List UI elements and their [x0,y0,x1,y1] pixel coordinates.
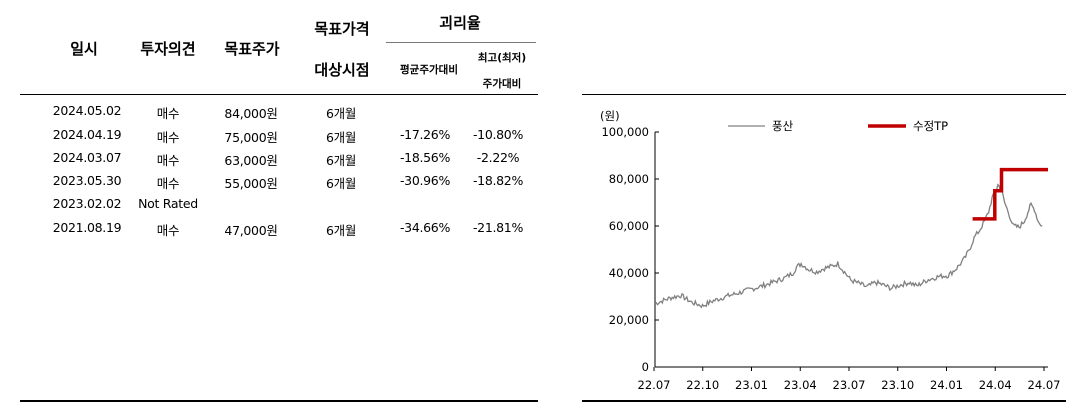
y-tick-label: 100,000 [601,125,649,139]
y-ticks: 0 20,000 40,000 60,000 80,000 100,000 [601,125,659,374]
row-1-opinion: 매수 [156,130,180,145]
row-4-opinion: Not Rated [138,196,198,211]
row-0-opinion: 매수 [156,106,180,121]
row-5-avg: -34.66% [399,220,451,235]
header-bottom-rule [20,94,538,95]
row-2-avg: -18.56% [399,150,451,165]
y-tick-label: 40,000 [609,266,649,280]
row-5-max: -21.81% [472,220,524,235]
row-3-target: 55,000원 [224,176,278,191]
header-date: 일시 [70,40,98,58]
row-3-opinion: 매수 [156,176,180,191]
x-tick-label: 22.10 [686,378,719,392]
header-period-top: 목표가격 [314,20,370,38]
series-target-price-line [972,167,1048,221]
row-5-date: 2021.08.19 [52,220,122,235]
legend-label-price: 풍산 [772,119,794,133]
header-opinion: 투자의견 [140,40,196,58]
header-target-price: 목표주가 [224,40,280,58]
row-2-max: -2.22% [476,150,520,165]
row-2-opinion: 매수 [156,153,180,168]
x-tick-label: 24.04 [979,378,1012,392]
x-tick-label: 23.07 [833,378,866,392]
series-price-line [654,183,1043,309]
row-5-opinion: 매수 [156,223,180,238]
header-gap-max-bottom: 주가대비 [482,78,522,90]
row-1-date: 2024.04.19 [52,127,122,142]
y-tick-label: 20,000 [609,313,649,327]
x-tick-label: 23.04 [784,378,817,392]
header-gap-max-top: 최고(최저) [477,52,527,64]
row-1-avg: -17.26% [399,127,451,142]
row-3-date: 2023.05.30 [52,173,122,188]
x-ticks: 22.07 22.10 23.01 23.04 23.07 23.10 24.01 24.04… [638,367,1061,392]
row-1-max: -10.80% [472,127,524,142]
header-period-bottom: 대상시점 [314,61,370,79]
row-4-date: 2023.02.02 [52,196,122,211]
row-2-period: 6개월 [325,153,357,168]
x-tick-label: 23.01 [735,378,768,392]
stock-price-chart: (원) 0 20,000 40,000 60,000 80,000 100,000 22.… [582,94,1066,402]
row-2-target: 63,000원 [224,153,278,168]
header-gap-avg: 평균주가대비 [400,64,458,76]
x-tick-label: 23.10 [881,378,914,392]
x-tick-label: 22.07 [638,378,671,392]
table-bottom-rule [20,400,538,402]
y-tick-label: 80,000 [609,172,649,186]
y-unit-label: (원) [600,109,620,123]
legend-label-target-price: 수정TP [913,119,948,133]
header-gap: 괴리율 [439,14,481,32]
row-0-target: 84,000원 [224,106,278,121]
y-tick-label: 0 [642,360,649,374]
row-0-date: 2024.05.02 [52,103,122,118]
y-tick-label: 60,000 [609,219,649,233]
legend: 풍산 수정TP [728,119,948,133]
row-5-period: 6개월 [325,223,357,238]
x-tick-label: 24.01 [930,378,963,392]
row-3-max: -18.82% [472,173,524,188]
row-3-period: 6개월 [325,176,357,191]
row-1-period: 6개월 [325,130,357,145]
row-5-target: 47,000원 [224,223,278,238]
row-3-avg: -30.96% [399,173,451,188]
x-tick-label: 24.07 [1028,378,1061,392]
row-1-target: 75,000원 [224,130,278,145]
row-2-date: 2024.03.07 [52,150,122,165]
header-gap-rule [386,42,536,43]
row-0-period: 6개월 [325,106,357,121]
